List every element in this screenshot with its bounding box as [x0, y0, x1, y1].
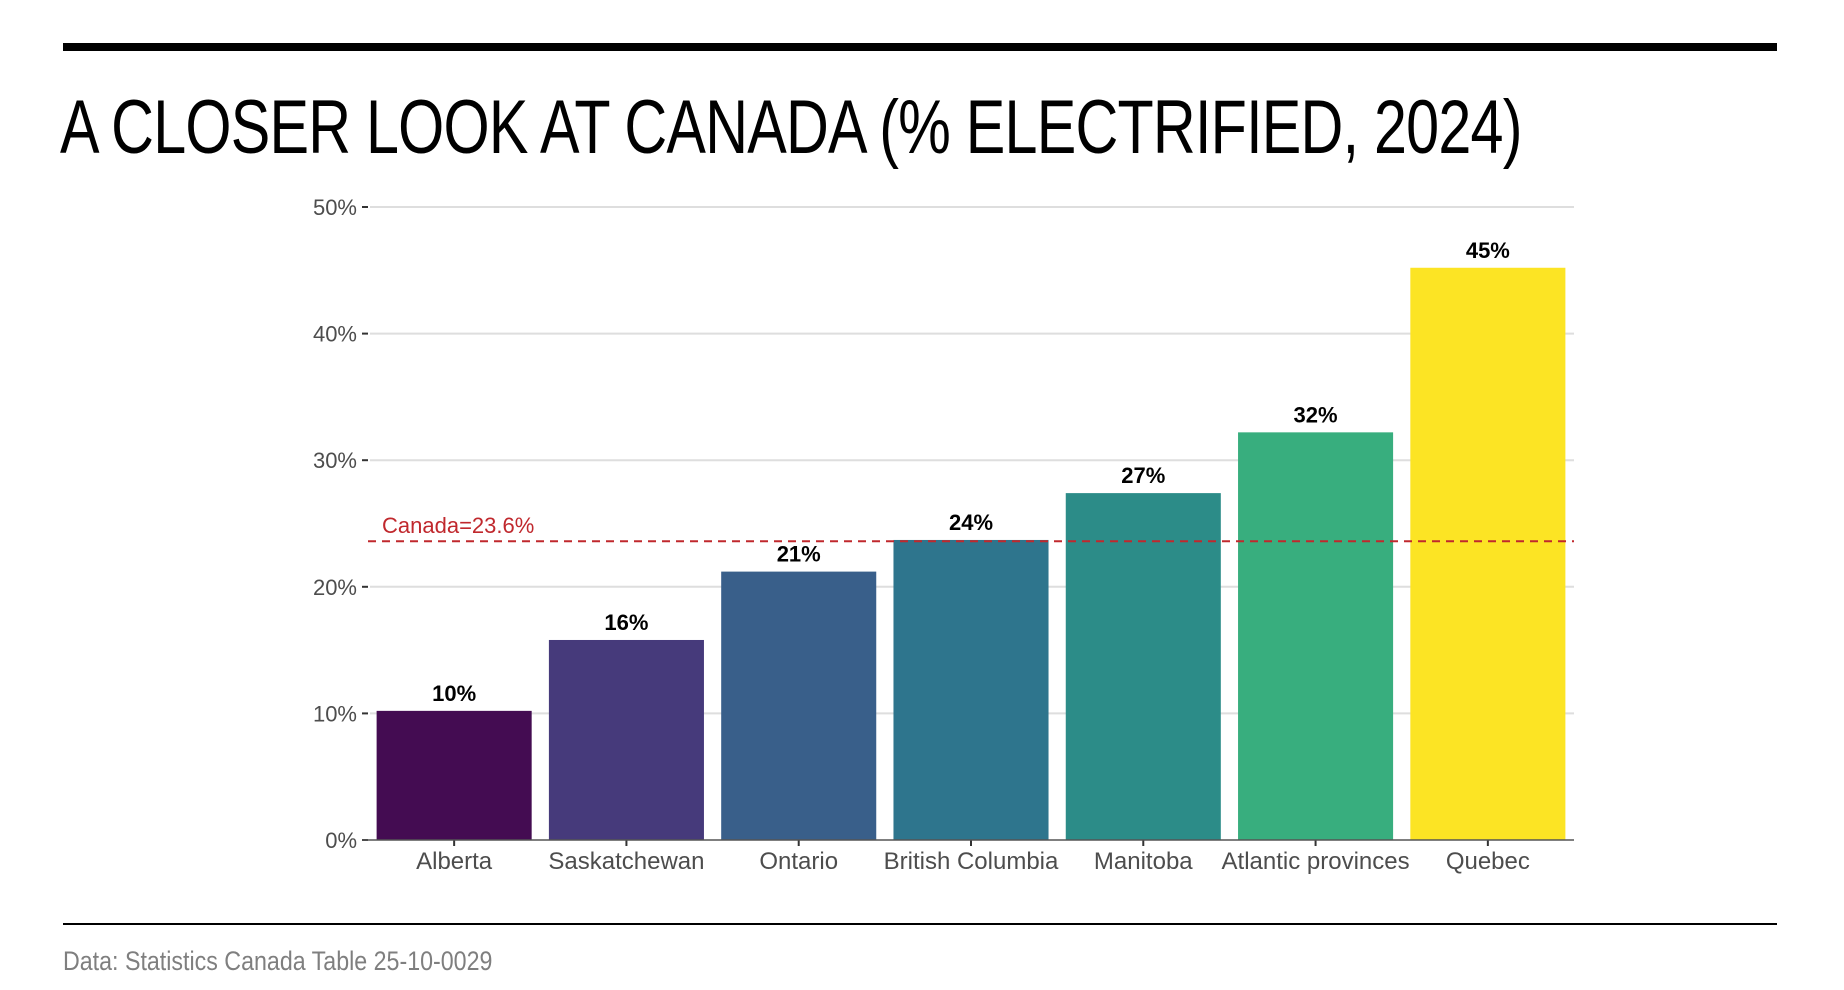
chart-title: A CLOSER LOOK AT CANADA (% ELECTRIFIED, …	[60, 85, 1522, 170]
bar-ontario	[721, 571, 877, 840]
y-axis: 0% 10% 20% 30% 40% 50%	[313, 195, 368, 853]
x-tick-label: British Columbia	[884, 848, 1059, 875]
x-axis: Alberta Saskatchewan Ontario British Columb…	[362, 839, 1574, 875]
x-tick-label: Alberta	[416, 848, 493, 875]
data-label: 10%	[432, 681, 476, 706]
bar-atlantic-provinces	[1238, 432, 1394, 840]
data-labels: 10% 16% 21% 24% 27% 32% 45%	[432, 238, 1510, 706]
y-tick-label: 10%	[313, 701, 357, 726]
y-tick-label: 30%	[313, 448, 357, 473]
bar-saskatchewan	[548, 639, 704, 840]
data-label: 32%	[1294, 402, 1338, 427]
bar-manitoba	[1065, 493, 1221, 840]
data-label: 27%	[1121, 463, 1165, 488]
x-tick-label: Atlantic provinces	[1222, 848, 1410, 875]
data-label: 45%	[1466, 238, 1510, 263]
bottom-rule	[63, 923, 1777, 925]
data-label: 16%	[604, 610, 648, 635]
data-label: 24%	[949, 510, 993, 535]
bar-quebec	[1410, 267, 1566, 840]
bar-british-columbia	[893, 539, 1049, 840]
y-tick-label: 50%	[313, 195, 357, 220]
data-label: 21%	[777, 542, 821, 567]
top-rule	[63, 43, 1777, 51]
canada-average-label: Canada=23.6%	[382, 513, 534, 538]
y-tick-label: 20%	[313, 575, 357, 600]
y-tick-label: 0%	[325, 828, 357, 853]
x-tick-label: Quebec	[1446, 848, 1530, 875]
reference-line-group: Canada=23.6%	[368, 513, 1574, 543]
x-tick-label: Ontario	[759, 848, 838, 875]
x-tick-label: Manitoba	[1094, 848, 1193, 875]
bars	[376, 267, 1566, 840]
source-note: Data: Statistics Canada Table 25-10-0029	[63, 946, 493, 976]
y-tick-label: 40%	[313, 322, 357, 347]
bar-alberta	[376, 710, 532, 840]
x-tick-label: Saskatchewan	[548, 848, 704, 875]
